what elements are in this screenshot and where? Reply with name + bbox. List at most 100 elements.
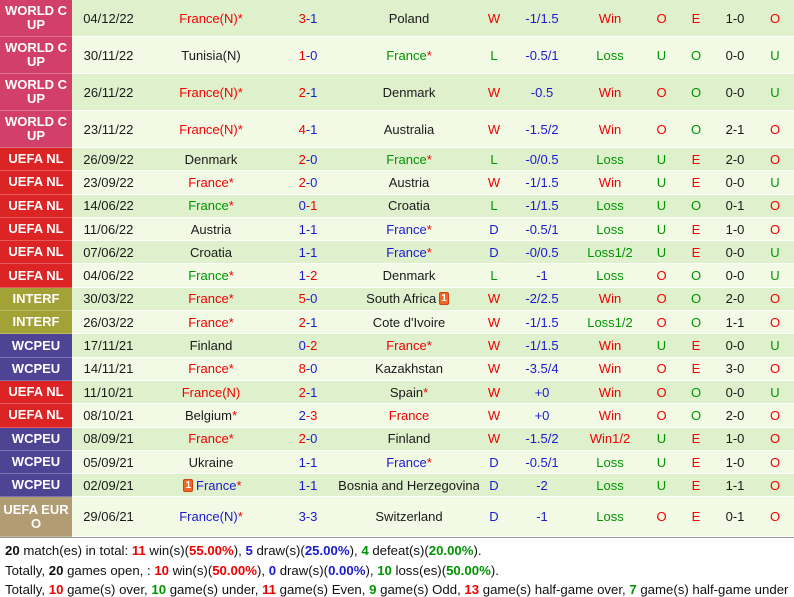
handicap-result: Loss [575,194,645,218]
results-table: WORLD CUP 04/12/22 France(N) * 3 -1 Poland W -1/… [0,0,794,538]
match-score: 2 -1 [277,380,339,405]
home-goals: 2 [298,431,306,447]
home-team-name[interactable]: France [188,198,229,214]
competition-badge: WCPEU [0,474,72,498]
home-team: France(N) * [145,0,277,37]
handicap-result: Win [575,357,645,381]
away-team-name[interactable]: Switzerland [375,509,443,525]
away-team-name[interactable]: Spain [389,384,424,400]
home-team-name[interactable]: France [188,431,229,447]
match-date: 26/03/22 [72,311,145,335]
away-team: France * [339,334,479,358]
handicap-result: Loss [575,264,645,288]
competition-badge: UEFA NL [0,171,72,195]
asian-handicap: -1 [509,497,575,538]
home-team-name[interactable]: Denmark [184,151,238,167]
table-row: WCPEU 14/11/21 France * 8 -0 Kazakhstan W -3.5/4… [0,357,794,381]
away-team-name[interactable]: Poland [388,10,430,26]
competition-badge: UEFA EURO [0,497,72,538]
asian-handicap: -0/0.5 [509,148,575,172]
handicap-result: Loss1/2 [575,241,645,265]
away-team-name[interactable]: Cote d'Ivoire [372,314,446,330]
home-team-name[interactable]: Finland [189,338,233,354]
halftime-score: 0-0 [714,380,756,405]
even-odd: O [678,74,714,111]
red-card-icon: 1 [183,478,194,492]
home-team-name[interactable]: France [196,477,237,493]
halftime-score: 0-1 [714,497,756,538]
home-team-name[interactable]: Belgium [184,407,232,423]
away-team-name[interactable]: France [386,338,427,354]
away-team-name[interactable]: Denmark [382,268,436,284]
away-team-name[interactable]: France [386,47,427,63]
home-goals: 2 [298,151,306,167]
away-team-name[interactable]: Denmark [382,84,436,100]
match-date: 14/06/22 [72,194,145,218]
table-row: UEFA NL 23/09/22 France * 2 -0 Austria W -1/1.5 W… [0,171,794,195]
star-marker: * [228,268,234,284]
away-goals: -1 [305,84,318,100]
home-team-name[interactable]: France(N) [179,121,238,137]
handicap-result: Win [575,380,645,405]
competition-badge: UEFA NL [0,380,72,405]
home-team-name[interactable]: Tunisia(N) [181,47,241,63]
match-date: 05/09/21 [72,450,145,475]
asian-handicap: -1 [509,264,575,288]
away-team-name[interactable]: France [386,221,427,237]
over-under: U [645,427,678,451]
home-goals: 1 [298,477,306,493]
competition-badge: WCPEU [0,357,72,381]
halftime-over-under: U [756,334,794,358]
away-team-name[interactable]: France [386,454,427,470]
home-goals: 2 [298,407,306,423]
away-team-name[interactable]: Finland [387,431,431,447]
home-team-name[interactable]: France(N) [179,509,238,525]
match-score: 1 -1 [277,241,339,265]
away-team-name[interactable]: Kazakhstan [375,361,443,377]
result-letter: L [479,148,509,172]
home-team-name[interactable]: France [188,174,229,190]
home-goals: 0 [298,338,306,354]
competition-badge: WORLD CUP [0,74,72,111]
away-team-name[interactable]: France [388,407,430,423]
home-team-name[interactable]: France [188,361,229,377]
home-team-name[interactable]: France(N) [181,384,241,400]
even-odd: O [678,111,714,148]
handicap-result: Loss [575,497,645,538]
over-under: O [645,287,678,312]
away-team-name[interactable]: Austria [388,174,430,190]
home-team-name[interactable]: France [188,291,229,307]
even-odd: E [678,0,714,37]
away-team-name[interactable]: France [386,151,427,167]
handicap-result: Win [575,334,645,358]
home-team-name[interactable]: France(N) [179,10,238,26]
match-date: 23/09/22 [72,171,145,195]
competition-badge: WORLD CUP [0,37,72,74]
home-team-name[interactable]: Austria [190,221,232,237]
home-team-name[interactable]: France [188,268,229,284]
even-odd: E [678,474,714,498]
away-team-name[interactable]: France [386,244,427,260]
home-goals: 3 [298,10,306,26]
away-team-name[interactable]: Australia [383,121,435,137]
home-team-name[interactable]: France [188,314,229,330]
home-team-name[interactable]: Ukraine [188,454,234,470]
halftime-score: 1-0 [714,0,756,37]
match-score: 0 -1 [277,194,339,218]
away-team: Denmark [339,74,479,111]
away-team-name[interactable]: South Africa [366,291,437,307]
home-team-name[interactable]: France(N) [179,84,238,100]
home-goals: 1 [298,47,306,63]
red-card-icon: 1 [439,292,449,306]
match-date: 26/09/22 [72,148,145,172]
asian-handicap: -1/1.5 [509,0,575,37]
away-team-name[interactable]: Croatia [388,198,430,214]
home-goals: 8 [298,361,306,377]
home-team-name[interactable]: Croatia [190,244,232,260]
handicap-result: Win1/2 [575,427,645,451]
handicap-result: Win [575,404,645,428]
table-row: WCPEU 08/09/21 France * 2 -0 Finland W -1.5/2 Win… [0,427,794,451]
star-marker: * [426,221,432,237]
star-marker: * [236,477,242,493]
away-team-name[interactable]: Bosnia and Herzegovina [339,477,479,493]
